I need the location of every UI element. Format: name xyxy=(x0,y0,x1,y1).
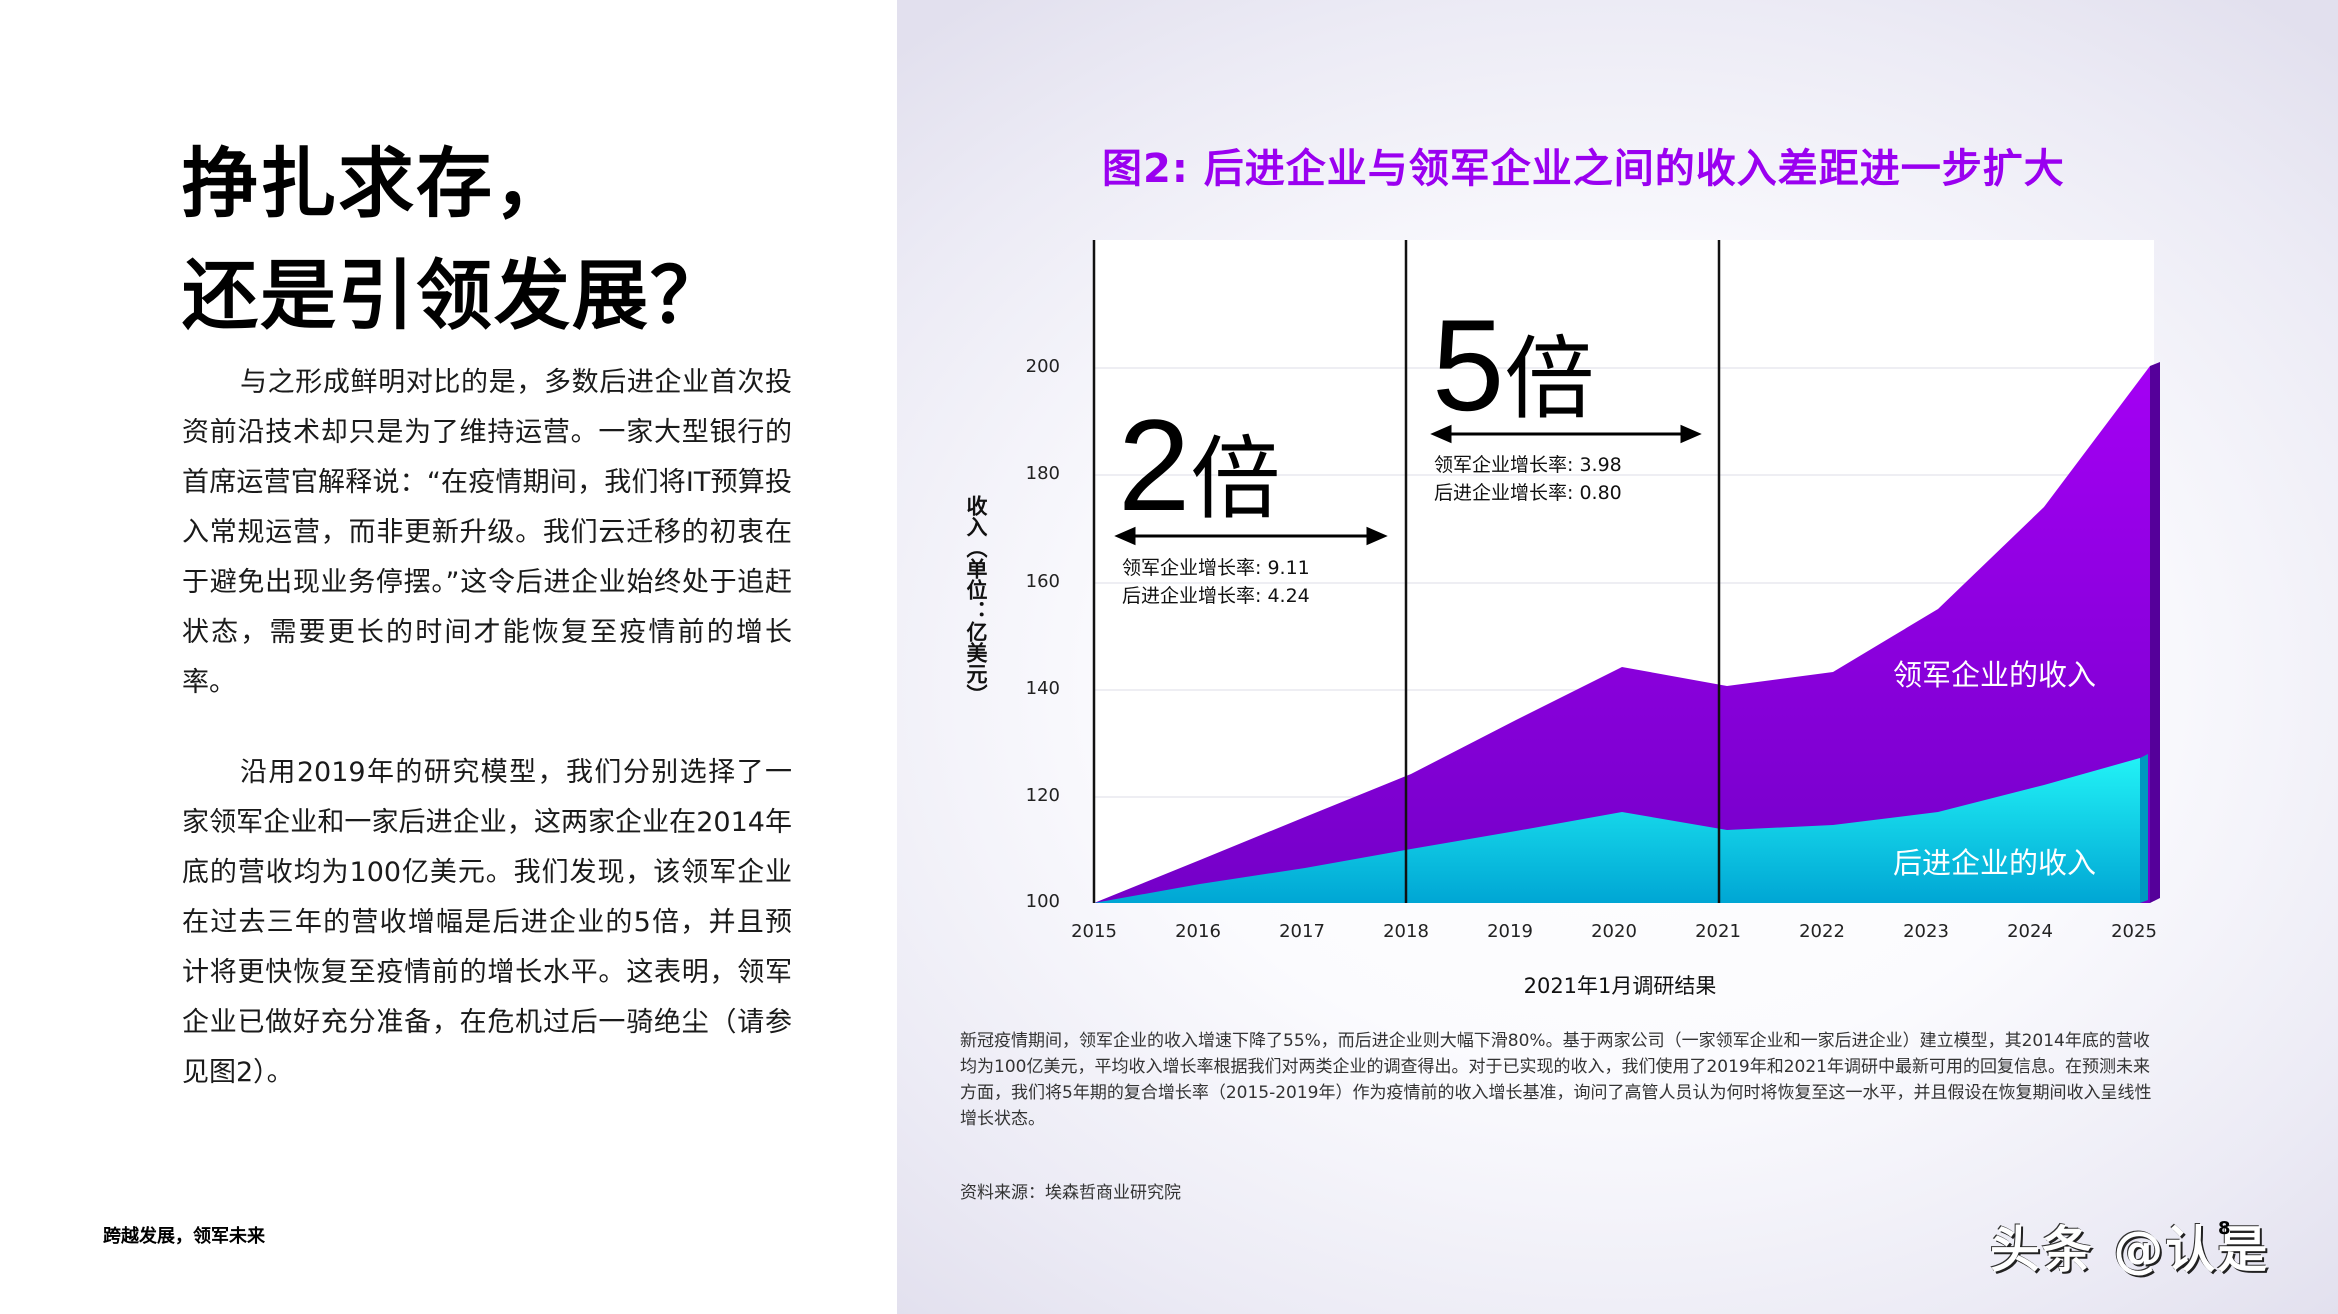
annotation-2x-unit: 倍 xyxy=(1190,430,1281,530)
page-number: 8 xyxy=(2218,1218,2231,1239)
left-text-panel: 挣扎求存， 还是引领发展？ 与之形成鲜明对比的是，多数后进企业首次投资前沿技术却… xyxy=(0,0,897,1314)
body-paragraph-1: 与之形成鲜明对比的是，多数后进企业首次投资前沿技术却只是为了维持运营。一家大型银… xyxy=(182,367,792,698)
annotation-5x-number: 5 xyxy=(1432,292,1505,438)
y-tick-200: 200 xyxy=(1025,356,1060,377)
x-tick-2016: 2016 xyxy=(1175,921,1221,942)
x-tick-2018: 2018 xyxy=(1383,921,1429,942)
headline-line-1: 挣扎求存， xyxy=(182,139,572,228)
range-arrow-2018-2021 xyxy=(1430,424,1702,444)
x-tick-2025: 2025 xyxy=(2111,921,2157,942)
leader-area-edge xyxy=(2150,362,2160,903)
x-tick-2024: 2024 xyxy=(2007,921,2053,942)
watermark: 头条 @认是 xyxy=(1990,1221,2270,1279)
page-footer-title: 跨越发展，领军未来 xyxy=(103,1226,265,1247)
laggard-series-label: 后进企业的收入 xyxy=(1893,846,2097,880)
x-tick-2023: 2023 xyxy=(1903,921,1949,942)
annotation-5x-unit: 倍 xyxy=(1504,330,1595,430)
leader-revenue-area xyxy=(1094,366,2150,903)
y-tick-180: 180 xyxy=(1025,463,1060,484)
range-arrow-2015-2018 xyxy=(1114,526,1388,546)
period-markers xyxy=(1092,240,1721,903)
x-axis-caption: 2021年1月调研结果 xyxy=(1523,974,1717,998)
annotation-5x: 5倍 xyxy=(1432,300,1594,445)
y-tick-120: 120 xyxy=(1025,785,1060,806)
x-tick-2017: 2017 xyxy=(1279,921,1325,942)
x-tick-2020: 2020 xyxy=(1591,921,1637,942)
headline: 挣扎求存， 还是引领发展？ xyxy=(182,128,728,352)
figure-title: 图2: 后进企业与领军企业之间的收入差距进一步扩大 xyxy=(1102,146,2065,192)
annotation-2x-rates: 领军企业增长率: 9.11 后进企业增长率: 4.24 xyxy=(1122,554,1310,610)
leader-rate-2018-2021: 领军企业增长率: 3.98 xyxy=(1434,454,1622,476)
figure-note: 新冠疫情期间，领军企业的收入增速下降了55%，而后进企业则大幅下滑80%。基于两… xyxy=(960,1031,2152,1129)
body-paragraph-2: 沿用2019年的研究模型，我们分别选择了一家领军企业和一家后进企业，这两家企业在… xyxy=(182,757,792,1088)
x-tick-2022: 2022 xyxy=(1799,921,1845,942)
x-tick-2019: 2019 xyxy=(1487,921,1533,942)
x-tick-2021: 2021 xyxy=(1695,921,1741,942)
laggard-area-edge xyxy=(2140,754,2148,903)
figure-source: 资料来源：埃森哲商业研究院 xyxy=(960,1183,1181,1203)
annotation-2x: 2倍 xyxy=(1118,400,1280,545)
laggard-rate-2018-2021: 后进企业增长率: 0.80 xyxy=(1434,482,1622,504)
y-tick-100: 100 xyxy=(1025,891,1060,912)
y-tick-140: 140 xyxy=(1025,678,1060,699)
y-tick-160: 160 xyxy=(1025,571,1060,592)
laggard-rate-2015-2018: 后进企业增长率: 4.24 xyxy=(1122,585,1310,607)
leader-series-label: 领军企业的收入 xyxy=(1893,658,2097,692)
laggard-revenue-area xyxy=(1094,758,2140,903)
headline-line-2: 还是引领发展？ xyxy=(182,251,728,340)
leader-rate-2015-2018: 领军企业增长率: 9.11 xyxy=(1122,557,1310,579)
y-axis-label: 收入（单位：亿美元） xyxy=(964,495,988,705)
annotation-2x-number: 2 xyxy=(1118,392,1191,538)
annotation-5x-rates: 领军企业增长率: 3.98 后进企业增长率: 0.80 xyxy=(1434,451,1622,507)
x-tick-2015: 2015 xyxy=(1071,921,1117,942)
